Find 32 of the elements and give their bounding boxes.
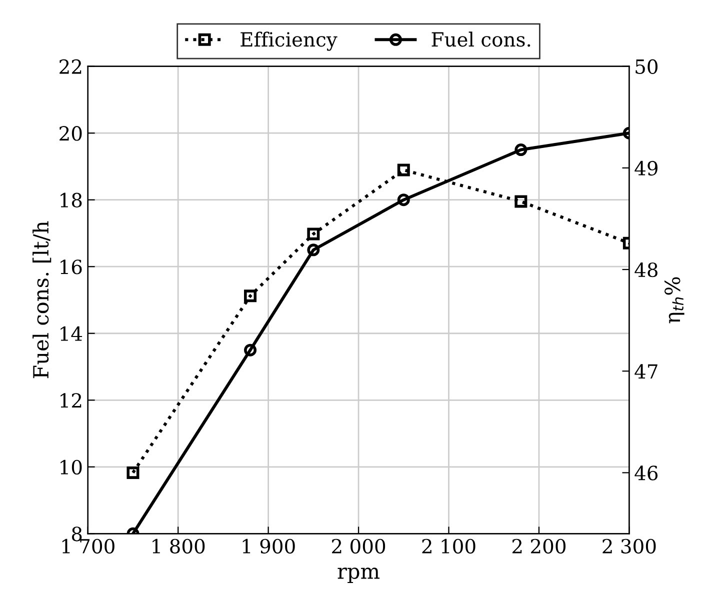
y-tick-label: 12 xyxy=(60,393,82,408)
point xyxy=(307,244,320,256)
point xyxy=(244,344,257,356)
y-tick-label: 16 xyxy=(60,260,82,274)
y-tick-label: 18 xyxy=(60,192,82,208)
point xyxy=(244,290,257,302)
y-tick-label: 20 xyxy=(60,126,82,141)
point xyxy=(514,195,528,208)
y2-tick-label: 47 xyxy=(634,364,658,378)
point xyxy=(397,194,410,206)
y2-tick-label: 49 xyxy=(634,160,658,176)
y2-axis-title: η$_{th}$% xyxy=(664,277,684,324)
point xyxy=(126,466,140,479)
legend-label: Efficiency xyxy=(240,32,338,51)
y-axis-title: Fuel cons. [lt/h xyxy=(32,221,52,378)
y2-tick-label: 50 xyxy=(636,59,658,74)
x-tick-label: 2 200 xyxy=(512,538,566,554)
legend-label: Fuel cons. xyxy=(432,32,530,47)
point xyxy=(397,164,410,176)
y2-tick-label: 46 xyxy=(634,466,658,480)
y-tick-label: 22 xyxy=(60,59,82,74)
x-tick-label: 1 800 xyxy=(152,538,205,554)
y-tick-label: 10 xyxy=(60,460,82,475)
x-tick-label: 2 300 xyxy=(602,538,656,554)
y-tick-label: 14 xyxy=(60,326,82,341)
x-axis-title: rpm xyxy=(338,568,380,584)
x-tick-label: 2 000 xyxy=(332,538,386,554)
x-tick-label: 2 100 xyxy=(422,538,476,554)
y2-tick-label: 48 xyxy=(634,262,658,278)
point xyxy=(307,228,320,240)
point xyxy=(514,144,528,156)
x-tick-label: 1 900 xyxy=(242,538,295,554)
